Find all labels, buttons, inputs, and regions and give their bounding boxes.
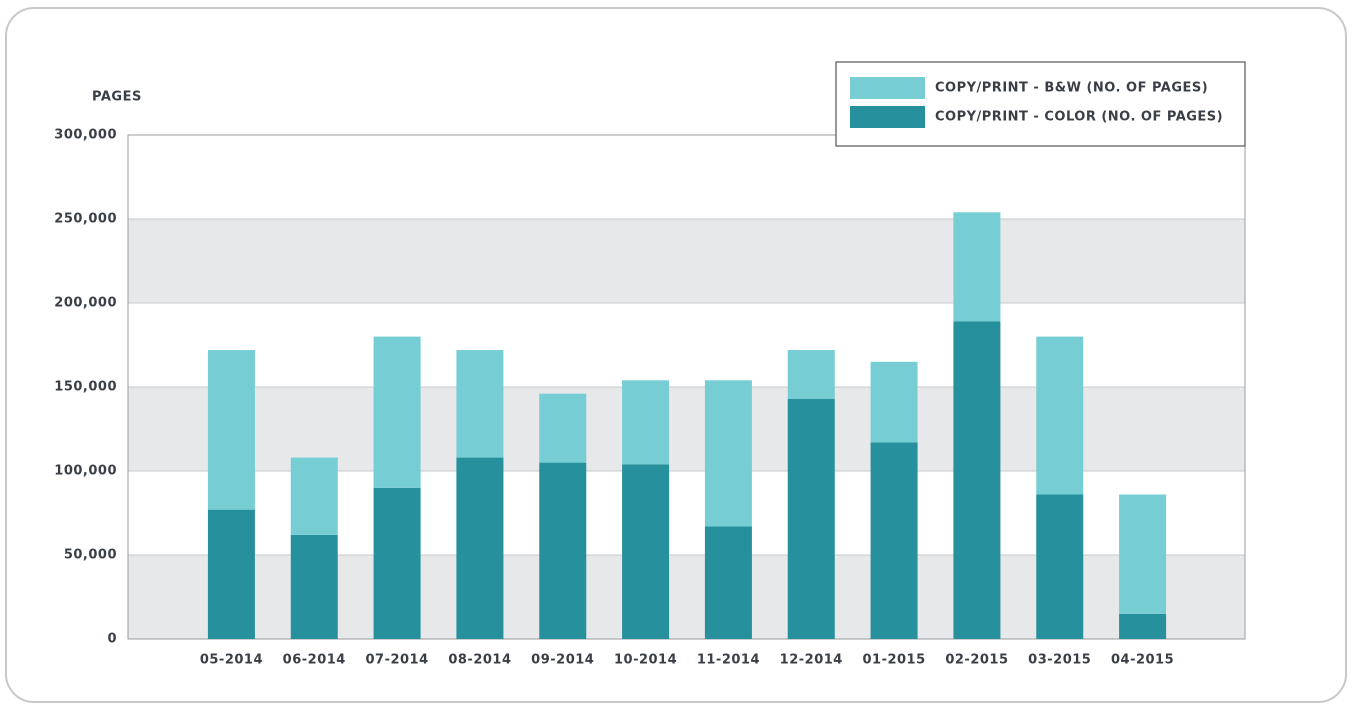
bar-segment xyxy=(1119,613,1167,639)
bar-segment xyxy=(373,487,421,639)
x-tick-label: 06-2014 xyxy=(283,653,346,668)
x-tick-label: 04-2015 xyxy=(1111,653,1174,668)
bar-segment xyxy=(704,526,752,639)
bar-segment xyxy=(456,457,504,639)
x-tick-label: 08-2014 xyxy=(448,653,511,668)
legend-swatch xyxy=(850,106,925,128)
bar-segment xyxy=(290,457,338,535)
legend-label: COPY/PRINT - B&W (NO. OF PAGES) xyxy=(935,81,1208,96)
y-tick-label: 150,000 xyxy=(54,380,117,395)
bar-segment xyxy=(704,380,752,527)
x-tick-label: 05-2014 xyxy=(200,653,263,668)
grid-band xyxy=(128,219,1245,303)
bar-segment xyxy=(622,380,670,465)
bar-segment xyxy=(870,442,918,639)
bar-segment xyxy=(207,509,255,639)
y-tick-label: 100,000 xyxy=(54,464,117,479)
y-tick-label: 0 xyxy=(107,632,117,647)
bar-segment xyxy=(1036,494,1084,639)
y-tick-label: 300,000 xyxy=(54,128,117,143)
x-tick-label: 03-2015 xyxy=(1028,653,1091,668)
bar-segment xyxy=(207,350,255,510)
legend-swatch xyxy=(850,77,925,99)
x-tick-label: 07-2014 xyxy=(365,653,428,668)
x-tick-label: 10-2014 xyxy=(614,653,677,668)
bar-segment xyxy=(1119,494,1167,614)
bar-segment xyxy=(1036,336,1084,495)
x-tick-label: 12-2014 xyxy=(780,653,843,668)
plot-border xyxy=(127,134,1246,640)
x-tick-label: 02-2015 xyxy=(945,653,1008,668)
bar-segment xyxy=(539,462,587,639)
legend-label: COPY/PRINT - COLOR (NO. OF PAGES) xyxy=(935,110,1223,125)
x-tick-label: 09-2014 xyxy=(531,653,594,668)
y-tick-label: 200,000 xyxy=(54,296,117,311)
y-tick-label: 250,000 xyxy=(54,212,117,227)
y-axis-label: PAGES xyxy=(92,90,142,105)
bar-segment xyxy=(787,398,835,639)
bar-segment xyxy=(456,350,504,458)
bar-segment xyxy=(539,393,587,463)
bar-segment xyxy=(953,321,1001,639)
legend-box xyxy=(835,61,1246,147)
bar-segment xyxy=(373,336,421,488)
y-tick-label: 50,000 xyxy=(64,548,117,563)
bar-segment xyxy=(870,361,918,443)
bar-segment xyxy=(953,212,1001,322)
bar-segment xyxy=(787,350,835,399)
x-tick-label: 11-2014 xyxy=(697,653,760,668)
x-tick-label: 01-2015 xyxy=(862,653,925,668)
bar-segment xyxy=(290,534,338,639)
bar-segment xyxy=(622,464,670,639)
